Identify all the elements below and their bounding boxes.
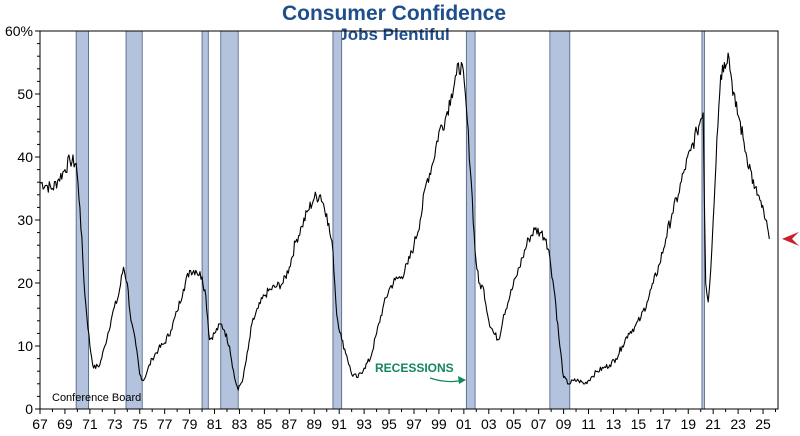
recessions-arrowhead-icon [458, 376, 466, 384]
x-tick-label: 97 [406, 416, 422, 432]
latest-value-marker-icon [782, 231, 799, 246]
y-tick-label: 20 [17, 275, 33, 291]
plot-frame [39, 30, 779, 410]
recessions-annotation: RECESSIONS [375, 361, 454, 375]
source-label: Conference Board [52, 392, 141, 404]
recession-band-3 [201, 30, 209, 410]
chart-subtitle: Jobs Plentiful [338, 25, 449, 44]
x-tick-label: 73 [107, 416, 123, 432]
x-tick-label: 69 [57, 416, 73, 432]
axis-ticks [35, 30, 777, 414]
x-tick-label: 05 [506, 416, 522, 432]
x-tick-label: 75 [132, 416, 148, 432]
y-tick-label: 30 [17, 212, 33, 228]
x-tick-label: 07 [531, 416, 547, 432]
x-tick-label: 71 [82, 416, 98, 432]
series-layer [39, 52, 770, 391]
x-tick-label: 99 [431, 416, 447, 432]
recession-bands [75, 30, 705, 410]
x-tick-label: 83 [232, 416, 248, 432]
x-tick-label: 67 [32, 416, 48, 432]
recession-band-5 [332, 30, 343, 410]
x-tick-label: 13 [606, 416, 622, 432]
series-line-jobs-plentiful [39, 52, 770, 391]
x-axis-labels: 67 69 71 73 75 77 79 81 83 85 87 89 91 93 95 97 99 01 03 05… [32, 416, 771, 432]
x-tick-label: 09 [556, 416, 572, 432]
x-tick-label: 95 [381, 416, 397, 432]
y-tick-label: 40 [17, 149, 33, 165]
recession-band-1 [75, 30, 90, 410]
chart-title: Consumer Confidence [282, 2, 506, 25]
x-tick-label: 25 [755, 416, 771, 432]
x-tick-label: 15 [631, 416, 647, 432]
x-tick-label: 01 [456, 416, 472, 432]
recession-band-7 [549, 30, 571, 410]
x-tick-label: 93 [356, 416, 372, 432]
x-tick-label: 89 [306, 416, 322, 432]
x-tick-label: 03 [481, 416, 497, 432]
x-tick-label: 19 [680, 416, 696, 432]
y-tick-label: 0 [25, 401, 33, 417]
y-tick-label: 60% [5, 23, 33, 39]
y-axis-labels: 0 10 20 30 40 50 60% [5, 23, 33, 417]
y-tick-label: 10 [17, 338, 33, 354]
x-tick-label: 11 [581, 416, 596, 432]
y-tick-label: 50 [17, 86, 33, 102]
x-tick-label: 85 [257, 416, 273, 432]
x-tick-label: 77 [157, 416, 173, 432]
recession-band-4 [220, 30, 239, 410]
x-tick-label: 87 [282, 416, 298, 432]
x-tick-label: 79 [182, 416, 198, 432]
recession-band-2 [125, 30, 143, 410]
x-tick-label: 23 [730, 416, 746, 432]
recession-band-6 [465, 30, 476, 410]
x-tick-label: 21 [705, 416, 721, 432]
x-tick-label: 91 [331, 416, 347, 432]
recession-band-8 [701, 30, 705, 410]
x-tick-label: 81 [207, 416, 223, 432]
x-tick-label: 17 [656, 416, 672, 432]
